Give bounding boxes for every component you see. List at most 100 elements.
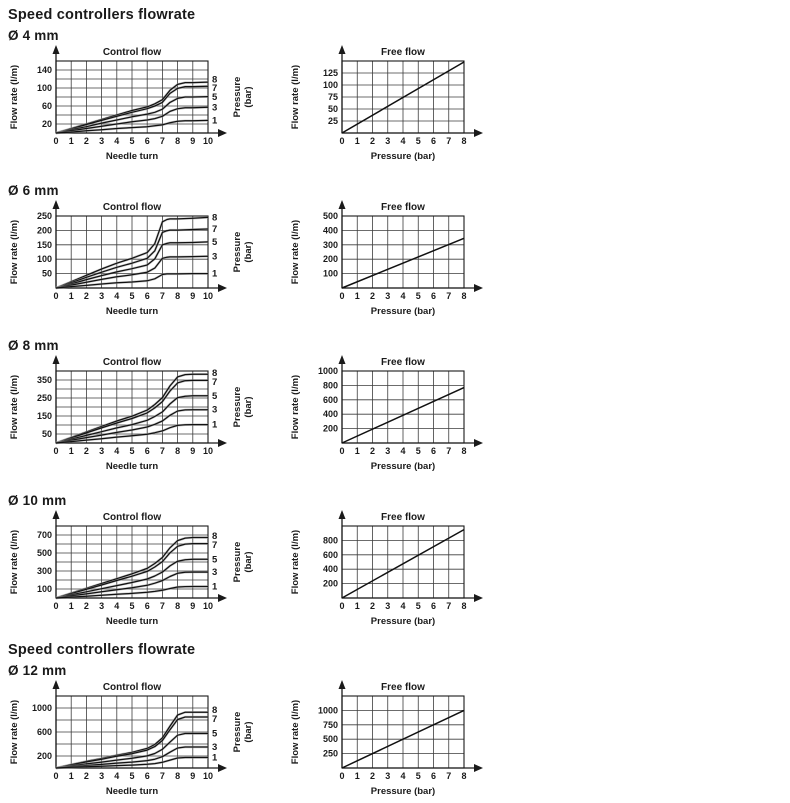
- x-tick-label: 0: [339, 136, 344, 146]
- x-tick-label: 7: [446, 601, 451, 611]
- curve: [55, 716, 208, 769]
- y-tick-label: 400: [323, 225, 338, 235]
- x-tick-label: 4: [400, 771, 405, 781]
- x-tick-label: 1: [355, 446, 360, 456]
- x-axis-label: Needle turn: [106, 306, 158, 317]
- x-tick-label: 9: [190, 291, 195, 301]
- axis-arrow-up-icon: [52, 45, 60, 54]
- x-tick-label: 1: [69, 771, 74, 781]
- x-tick-label: 6: [431, 601, 436, 611]
- pressure-unit-label: (bar): [243, 396, 254, 417]
- curve: [55, 85, 209, 134]
- x-tick-label: 7: [160, 446, 165, 456]
- pressure-unit-label: Pressure: [232, 387, 243, 428]
- axis-arrow-up-icon: [52, 355, 60, 364]
- chart-row: 0 1 2 3 4 5 6 7 8 9 10 50 150 250 350 Control flow Needl…: [6, 355, 790, 479]
- y-tick-label: 700: [37, 530, 52, 540]
- y-tick-label: 500: [37, 548, 52, 558]
- section-label: Ø 10 mm: [8, 493, 67, 508]
- x-tick-label: 9: [190, 446, 195, 456]
- y-tick-label: 60: [42, 101, 52, 111]
- y-tick-label: 50: [328, 104, 338, 114]
- x-tick-label: 5: [416, 771, 421, 781]
- series-label: 5: [212, 237, 218, 248]
- y-tick-label: 150: [37, 411, 52, 421]
- x-tick-label: 0: [53, 446, 58, 456]
- series-label: 3: [212, 567, 217, 578]
- axis-arrow-right-icon: [474, 439, 483, 447]
- series-label: 3: [212, 405, 217, 416]
- y-tick-label: 200: [323, 254, 338, 264]
- x-tick-label: 4: [400, 446, 405, 456]
- free-flow-8mm: 0 1 2 3 4 5 6 7 8 200 400 600 800 1000 Free flow Pressu…: [290, 355, 483, 472]
- y-tick-label: 50: [42, 269, 52, 279]
- pressure-unit-label: (bar): [243, 551, 254, 572]
- x-tick-label: 2: [370, 446, 375, 456]
- chart-title: Free flow: [381, 682, 425, 693]
- x-tick-label: 3: [385, 291, 390, 301]
- series-label: 1: [212, 269, 218, 280]
- series-label: 1: [212, 115, 218, 126]
- y-tick-label: 20: [42, 119, 52, 129]
- series-label: 5: [212, 391, 218, 402]
- x-tick-label: 7: [446, 136, 451, 146]
- axis-arrow-right-icon: [218, 439, 227, 447]
- series-label: 8: [212, 705, 217, 716]
- x-tick-label: 10: [203, 291, 213, 301]
- axis-arrow-up-icon: [52, 680, 60, 689]
- curve: [55, 571, 208, 599]
- x-tick-label: 5: [129, 136, 134, 146]
- series-label: 7: [212, 224, 217, 235]
- x-tick-label: 2: [370, 291, 375, 301]
- y-tick-label: 50: [42, 429, 52, 439]
- series-label: 7: [212, 714, 217, 725]
- x-tick-label: 3: [385, 771, 390, 781]
- x-tick-label: 1: [69, 601, 74, 611]
- y-tick-label: 250: [37, 393, 52, 403]
- y-tick-label: 75: [328, 92, 338, 102]
- y-tick-label: 600: [37, 727, 52, 737]
- x-tick-label: 0: [339, 446, 344, 456]
- y-tick-label: 300: [323, 240, 338, 250]
- y-tick-label: 200: [323, 579, 338, 589]
- y-tick-label: 150: [37, 240, 52, 250]
- pressure-unit-label: Pressure: [232, 77, 243, 118]
- y-tick-label: 125: [323, 68, 338, 78]
- y-tick-label: 800: [323, 535, 338, 545]
- y-tick-label: 500: [323, 734, 338, 744]
- y-axis-label: Flow rate (l/m): [9, 220, 20, 284]
- x-tick-label: 6: [145, 771, 150, 781]
- x-tick-label: 5: [416, 291, 421, 301]
- series-label: 8: [212, 531, 217, 542]
- x-tick-label: 10: [203, 601, 213, 611]
- chart-row: 0 1 2 3 4 5 6 7 8 9 10 50 100 150 200 250 Control flow Ne…: [6, 200, 790, 324]
- y-tick-label: 600: [323, 550, 338, 560]
- axis-arrow-right-icon: [218, 284, 227, 292]
- x-tick-label: 4: [400, 291, 405, 301]
- x-tick-label: 3: [99, 771, 104, 781]
- x-tick-label: 4: [400, 136, 405, 146]
- y-tick-label: 250: [323, 749, 338, 759]
- axis-arrow-right-icon: [474, 594, 483, 602]
- chart-title: Free flow: [381, 202, 425, 213]
- curve: [341, 61, 465, 134]
- x-tick-label: 7: [446, 291, 451, 301]
- series-label: 8: [212, 212, 217, 223]
- curve: [55, 228, 209, 289]
- x-tick-label: 3: [99, 136, 104, 146]
- chart-title: Free flow: [381, 47, 425, 58]
- x-tick-label: 10: [203, 446, 213, 456]
- y-tick-label: 100: [37, 254, 52, 264]
- y-tick-label: 100: [323, 80, 338, 90]
- series-label: 7: [212, 83, 217, 94]
- x-tick-label: 0: [53, 136, 58, 146]
- x-tick-label: 4: [114, 771, 119, 781]
- x-tick-label: 2: [84, 771, 89, 781]
- pressure-unit-label: Pressure: [232, 542, 243, 583]
- pressure-unit-label: (bar): [243, 86, 254, 107]
- x-tick-label: 1: [355, 771, 360, 781]
- x-tick-label: 8: [175, 771, 180, 781]
- free-flow-12mm: 0 1 2 3 4 5 6 7 8 250 500 750 1000 Free flow Pressure …: [290, 680, 483, 797]
